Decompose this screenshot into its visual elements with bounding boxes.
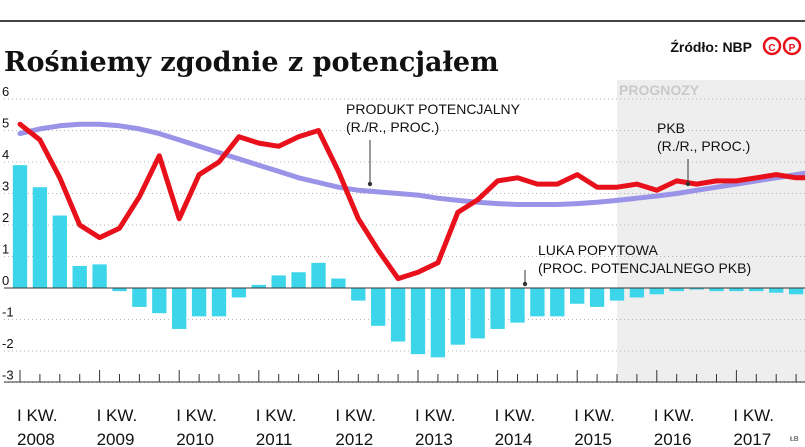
gap-bar — [52, 215, 67, 288]
annotation-dot — [522, 281, 528, 287]
x-tick-label: 2008 — [17, 430, 55, 447]
gap-bar — [191, 288, 207, 317]
gap-bar — [152, 288, 167, 314]
gap-bar — [749, 288, 764, 292]
gap-bar — [530, 288, 545, 317]
x-tick-label: 2015 — [574, 430, 612, 447]
gap-bars — [12, 165, 804, 358]
x-tick-label: I KW. — [17, 406, 58, 425]
x-tick-label: 2011 — [256, 430, 293, 447]
x-tick-label: I KW. — [733, 406, 774, 425]
gdp-line — [17, 121, 805, 282]
gap-bar — [390, 288, 406, 342]
annotation-text: (PROC. POTENCJALNEGO PKB) — [538, 260, 751, 276]
x-tick-label: 2010 — [176, 430, 214, 447]
gap-bar — [32, 187, 48, 288]
gap-bar — [271, 275, 286, 288]
y-tick-label: -2 — [2, 336, 14, 351]
svg-text:P: P — [789, 43, 796, 54]
annotation-text: (R./R., PROC.) — [346, 119, 439, 135]
x-tick-label: I KW. — [256, 406, 297, 425]
y-axis-ticks: 6 5 4 3 2 1 0 -1 -2 -3 — [2, 84, 14, 383]
y-tick-label: 0 — [2, 273, 9, 288]
annotation-dot — [367, 181, 373, 187]
annotation-text: PKB — [657, 120, 685, 136]
gap-bar — [92, 264, 107, 288]
gap-bar — [351, 288, 366, 301]
gap-bar — [112, 288, 127, 292]
gap-bar — [629, 288, 645, 298]
x-axis-minor-ticks — [4, 370, 805, 383]
y-tick-label: 5 — [2, 116, 9, 131]
annotation-text: PRODUKT POTENCJALNY — [346, 101, 521, 117]
annotation-text: LUKA POPYTOWA — [538, 242, 658, 258]
gap-bar — [430, 288, 446, 358]
x-tick-label: I KW. — [654, 406, 695, 425]
forecast-area — [617, 80, 805, 382]
y-tick-label: 4 — [2, 147, 9, 162]
x-tick-label: 2017 — [733, 430, 771, 447]
credit-label: ŁB — [790, 436, 799, 443]
x-axis-labels: I KW. 2008 I KW. 2009 I KW. 2010 I KW. 2011 I KW… — [17, 406, 774, 447]
x-tick-label: I KW. — [176, 406, 217, 425]
gap-bar — [331, 278, 346, 288]
gap-bar — [231, 288, 247, 298]
gap-bar — [470, 288, 485, 339]
gap-bar — [450, 288, 465, 345]
x-tick-label: I KW. — [97, 406, 138, 425]
y-tick-label: 6 — [2, 84, 9, 99]
annotations: PRODUKT POTENCJALNY (R./R., PROC.) PKB (R./… — [346, 101, 751, 287]
annotation-dot — [685, 181, 691, 187]
publisher-logo: C P — [762, 36, 802, 56]
y-tick-label: 2 — [2, 210, 9, 225]
gap-bar — [788, 288, 804, 295]
gap-bar — [769, 288, 784, 293]
x-tick-label: 2014 — [495, 430, 533, 447]
gap-bar — [510, 288, 525, 323]
gap-bar — [211, 288, 227, 317]
gap-bar — [72, 265, 87, 288]
gap-bar — [311, 262, 326, 288]
gap-bar — [729, 288, 744, 292]
y-tick-label: 1 — [2, 242, 9, 257]
x-tick-label: I KW. — [415, 406, 456, 425]
gap-bar — [12, 165, 28, 288]
gap-bar — [291, 272, 306, 288]
gap-bar — [490, 288, 505, 329]
gap-bar — [550, 288, 565, 317]
gap-bar — [251, 284, 266, 288]
x-tick-label: 2009 — [97, 430, 135, 447]
gap-bar — [371, 288, 386, 326]
x-tick-label: 2012 — [335, 430, 373, 447]
gap-bar — [410, 288, 426, 355]
svg-text:C: C — [768, 43, 775, 54]
y-tick-label: 3 — [2, 179, 9, 194]
lines — [17, 121, 805, 282]
x-tick-label: 2013 — [415, 430, 453, 447]
potential-output-line — [17, 121, 805, 207]
y-tick-label: -1 — [2, 305, 14, 320]
gap-bar — [689, 288, 704, 290]
gap-bar — [132, 288, 147, 307]
source-label: Źródło: NBP — [670, 39, 752, 55]
gap-bar — [589, 288, 605, 307]
gap-bar — [609, 288, 625, 301]
x-tick-label: I KW. — [495, 406, 536, 425]
annotation-text: (R./R., PROC.) — [657, 138, 750, 154]
chart-title: Rośniemy zgodnie z potencjałem — [4, 47, 499, 78]
gap-bar — [649, 288, 664, 295]
gap-bar — [709, 288, 724, 292]
y-tick-label: -3 — [2, 368, 14, 383]
x-tick-label: 2016 — [654, 430, 692, 447]
x-tick-label: I KW. — [574, 406, 615, 425]
x-tick-label: I KW. — [335, 406, 376, 425]
gap-bar — [570, 288, 585, 304]
gap-bar — [669, 288, 684, 292]
gap-bar — [172, 288, 187, 329]
forecast-label: PROGNOZY — [619, 82, 700, 98]
